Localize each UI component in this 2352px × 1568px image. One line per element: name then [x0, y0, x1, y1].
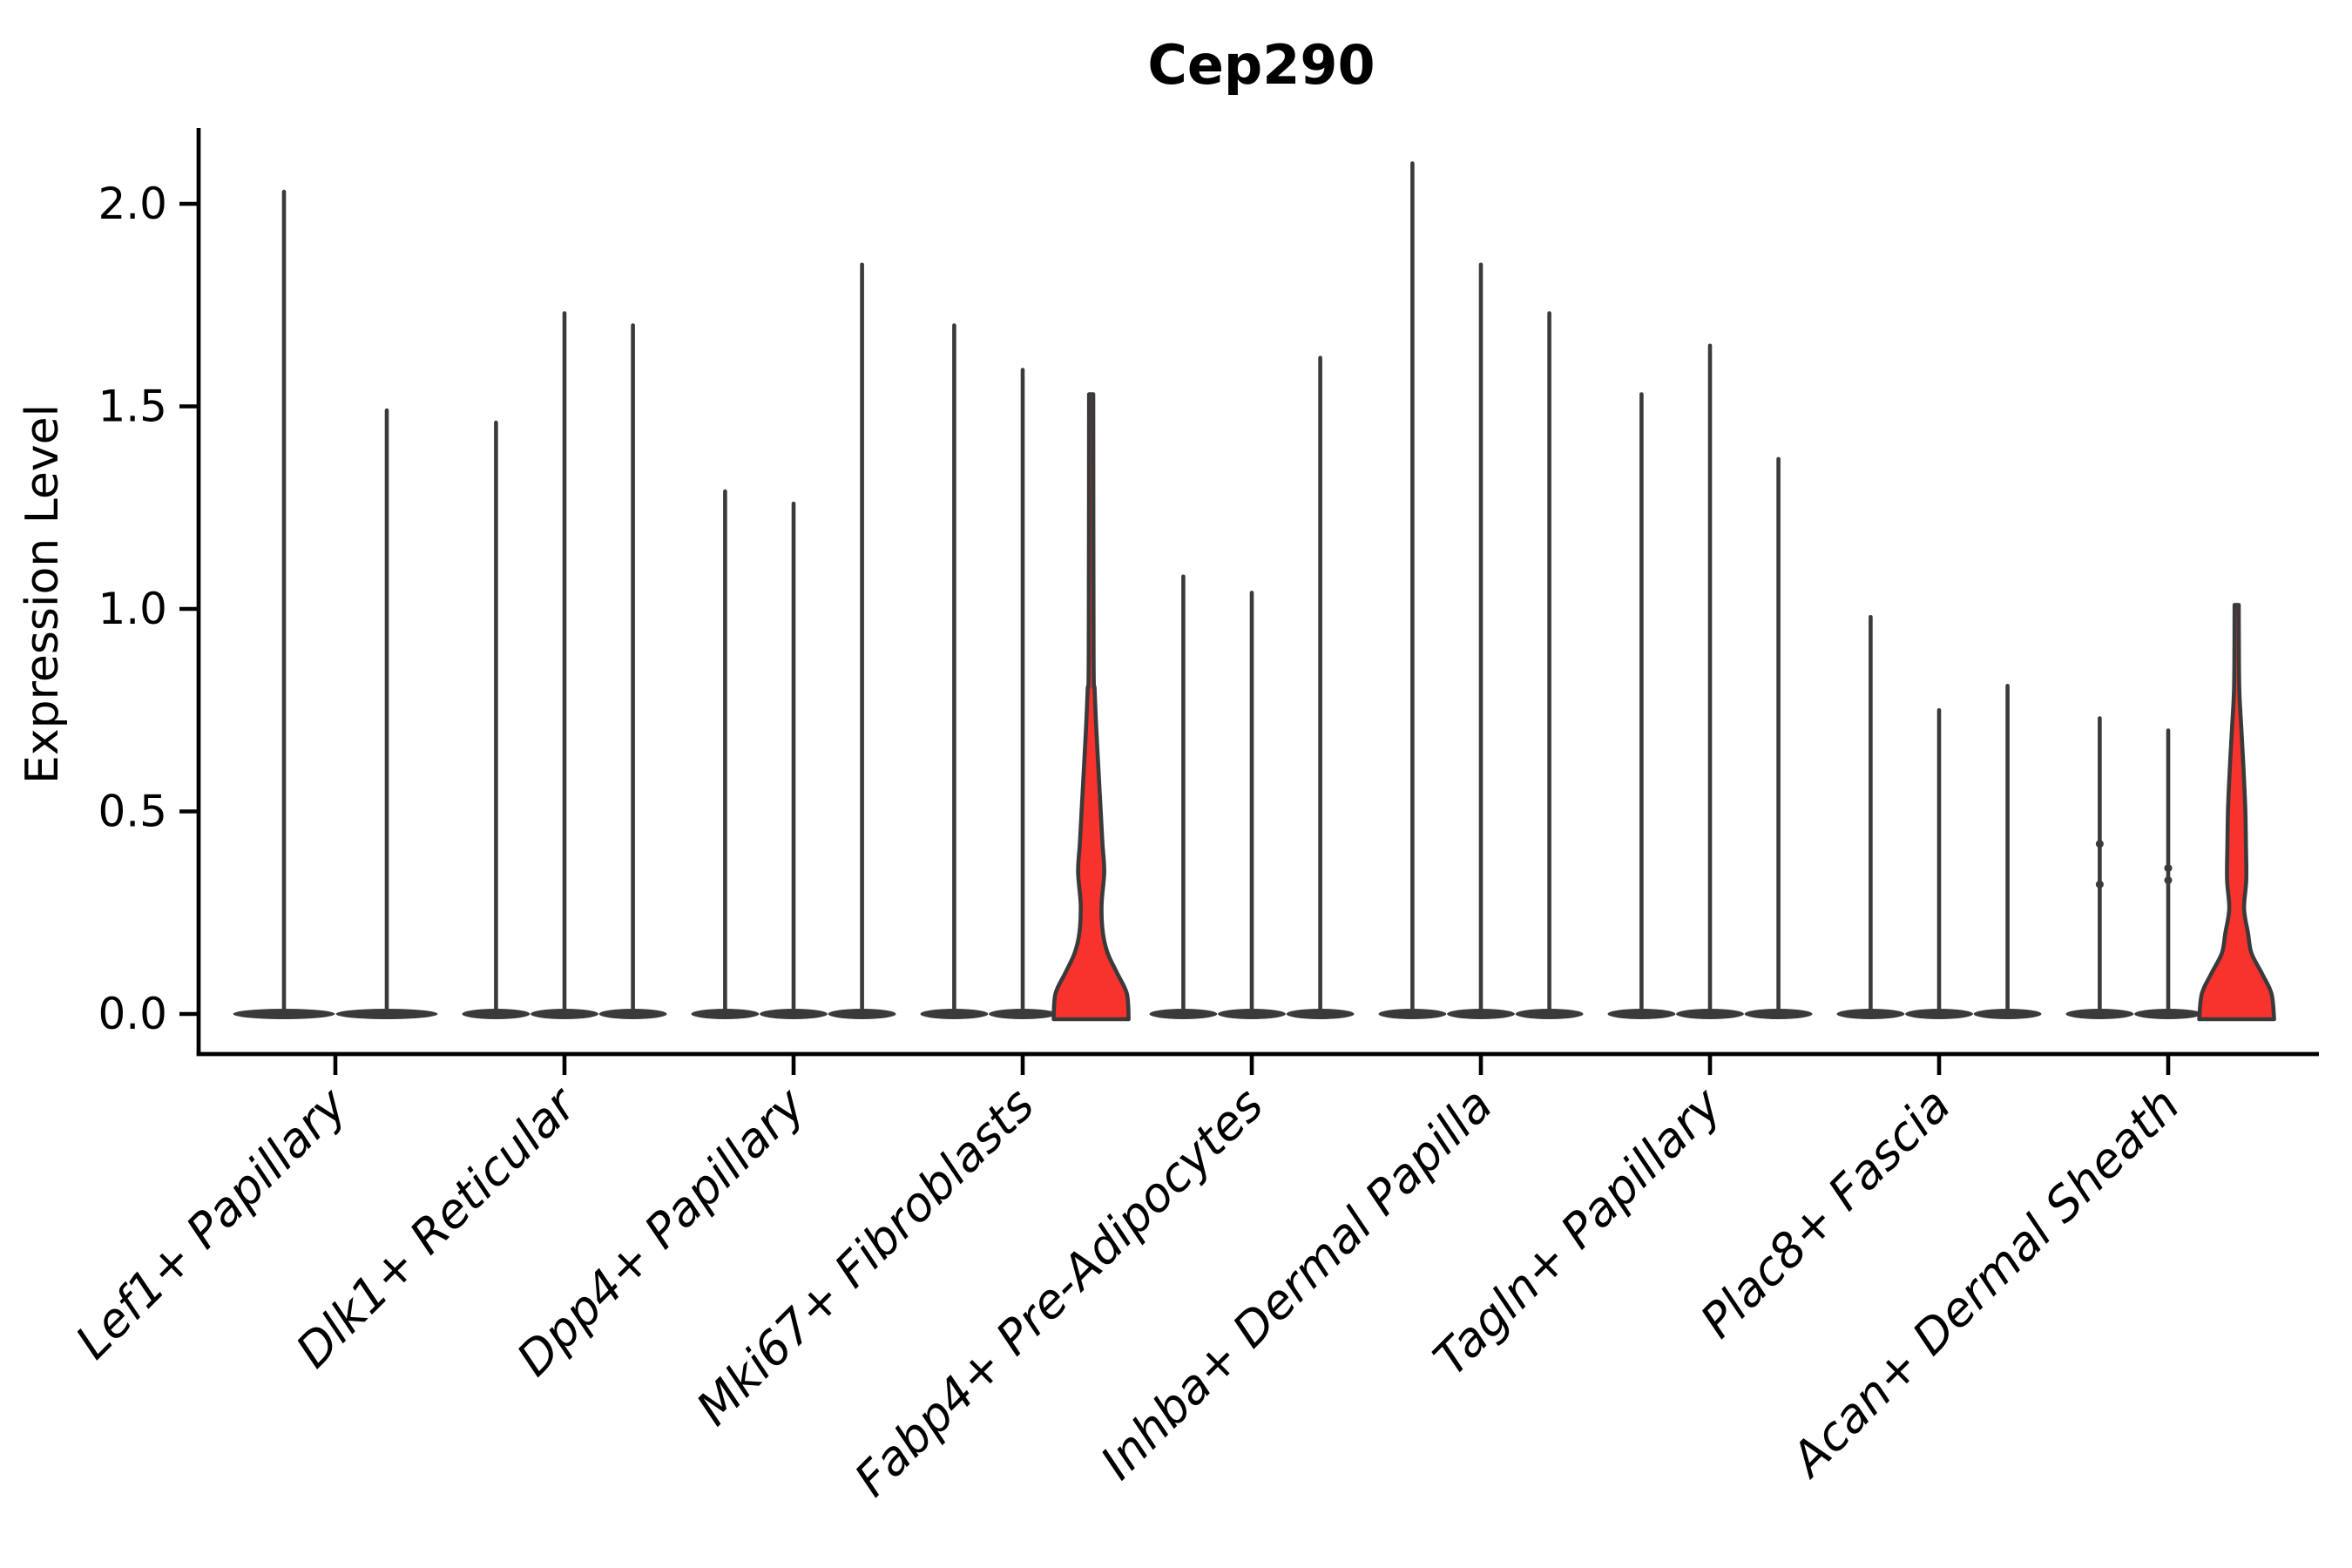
x-category-label: Fabp4+ Pre-Adipocytes — [844, 1078, 1274, 1507]
axes — [196, 128, 2319, 1057]
violin-group — [2065, 603, 2276, 1022]
y-tick-label: 1.0 — [98, 584, 167, 634]
chart-title: Cep290 — [1147, 33, 1375, 97]
violin-group — [691, 262, 896, 1019]
violin-group — [462, 311, 667, 1019]
violins-layer — [233, 161, 2276, 1022]
violin-highlighted — [1051, 392, 1131, 1022]
violin-group — [920, 323, 1131, 1022]
violin-group — [1836, 614, 2042, 1019]
y-axis-label: Expression Level — [17, 404, 69, 784]
expression-point — [2164, 864, 2173, 873]
y-tick-label: 0.5 — [98, 787, 167, 837]
violin-group — [1149, 355, 1355, 1019]
violin-group — [1607, 343, 1813, 1019]
x-category-label: Inhba+ Dermal Papilla — [1090, 1078, 1503, 1490]
violin-group — [233, 189, 438, 1019]
expression-point — [2095, 840, 2104, 848]
violin-highlighted — [2197, 603, 2276, 1022]
expression-point — [2095, 880, 2104, 889]
y-tick-label: 1.5 — [98, 382, 167, 432]
y-axis-ticks: 2.0 1.5 1.0 0.5 0.0 — [98, 179, 199, 1039]
violin-group — [1378, 161, 1584, 1019]
y-tick-label: 0.0 — [98, 989, 167, 1039]
y-tick-label: 2.0 — [98, 179, 167, 229]
x-category-label: Acan+ Dermal Sheath — [1779, 1078, 2190, 1489]
expression-point — [2164, 876, 2173, 884]
